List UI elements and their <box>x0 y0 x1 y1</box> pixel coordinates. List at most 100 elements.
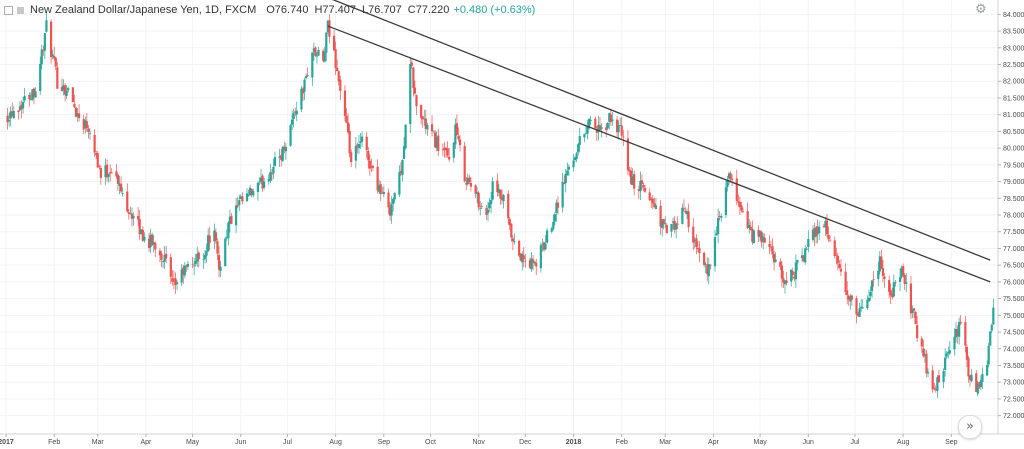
candle-body <box>99 167 102 178</box>
trendline[interactable] <box>328 0 991 261</box>
candle-body <box>39 63 42 92</box>
candle <box>175 280 179 290</box>
candle-body <box>544 243 547 250</box>
candle <box>631 168 634 186</box>
candle-body <box>791 271 794 276</box>
candle <box>174 272 177 294</box>
candle-body <box>186 263 190 267</box>
candle-body <box>360 136 364 142</box>
candle-body <box>643 188 647 192</box>
candle-body <box>629 170 633 184</box>
candle <box>39 56 42 96</box>
time-axis[interactable]: 2017 Feb Mar Apr May Jun Jul Aug Sep Oct Nov Dec 201… <box>0 433 1024 446</box>
candle-body <box>833 240 836 257</box>
scroll-to-latest-button[interactable]: » <box>958 415 982 439</box>
candle-body <box>717 217 720 234</box>
candle-body <box>147 238 151 249</box>
candle <box>749 221 752 231</box>
x-tick-label: Jun <box>803 439 814 446</box>
candle-body <box>850 295 853 300</box>
candle-body <box>926 372 930 374</box>
candle <box>426 122 429 136</box>
candle <box>74 106 78 118</box>
candle-body <box>662 219 665 225</box>
candle-body <box>564 173 567 184</box>
candle-body <box>555 202 558 213</box>
candle-body <box>920 338 923 347</box>
candle <box>31 88 34 101</box>
candle-body <box>43 33 46 51</box>
candle <box>127 209 130 220</box>
candle <box>888 275 891 299</box>
candle-body <box>617 125 620 133</box>
candle <box>208 227 211 251</box>
candle <box>757 225 760 243</box>
candle <box>869 286 872 301</box>
y-tick-label: 80.000 <box>1003 146 1024 153</box>
candle-body <box>872 278 875 280</box>
candle <box>121 187 124 197</box>
candle-body <box>49 21 53 58</box>
candle <box>780 260 783 288</box>
candle <box>105 159 109 182</box>
candle <box>665 223 668 234</box>
series-square-icon <box>17 6 24 14</box>
candle <box>751 220 754 246</box>
gear-icon[interactable]: ⚙ <box>975 2 987 17</box>
candle <box>96 151 99 168</box>
candle <box>850 294 853 306</box>
candle-body <box>566 170 569 175</box>
candle-body <box>693 240 696 241</box>
candle <box>334 41 337 75</box>
candle <box>556 196 560 215</box>
price-axis[interactable]: 84.000 83.500 83.000 82.500 82.000 81.500 81.0… <box>997 0 1024 434</box>
candle <box>224 236 227 267</box>
candle-body <box>413 87 417 94</box>
candle-body <box>480 206 483 207</box>
candle <box>104 158 107 185</box>
candle <box>858 302 861 317</box>
candle-body <box>368 160 371 169</box>
candle <box>836 252 839 271</box>
candle <box>510 223 513 242</box>
candle <box>452 141 455 163</box>
x-tick-label: Mar <box>659 439 672 446</box>
candle <box>626 130 630 175</box>
candle <box>959 315 962 326</box>
candle <box>378 179 381 194</box>
candle <box>811 224 815 243</box>
candle-body <box>420 104 423 118</box>
candle <box>432 130 435 134</box>
candle <box>729 171 732 183</box>
x-tick-label: May <box>753 439 767 446</box>
candle <box>583 133 586 143</box>
candle-body <box>452 142 455 158</box>
candle-body <box>412 67 415 88</box>
candle-body <box>53 55 56 59</box>
candle <box>682 199 686 212</box>
candle-body <box>463 145 466 182</box>
chart-legend: New Zealand Dollar/Japanese Yen, 1D, FXC… <box>4 2 535 18</box>
candle <box>659 200 662 235</box>
candle-body <box>769 247 773 249</box>
candle <box>914 311 917 325</box>
candle <box>545 227 549 244</box>
candle <box>535 258 538 276</box>
candle <box>32 87 36 105</box>
collapse-dot-icon[interactable] <box>4 5 13 15</box>
trendline[interactable] <box>327 25 991 283</box>
candle <box>965 344 969 368</box>
candle-body <box>301 88 305 94</box>
candle-body <box>933 388 936 389</box>
candle-body <box>759 231 762 238</box>
candle-body <box>818 226 821 233</box>
candle-body <box>469 182 473 187</box>
candle <box>360 131 364 148</box>
candle-body <box>20 104 23 110</box>
candle-body <box>339 79 342 91</box>
candle-body <box>107 173 110 177</box>
candle-body <box>703 252 706 265</box>
candle <box>849 293 852 310</box>
candle <box>303 77 306 101</box>
